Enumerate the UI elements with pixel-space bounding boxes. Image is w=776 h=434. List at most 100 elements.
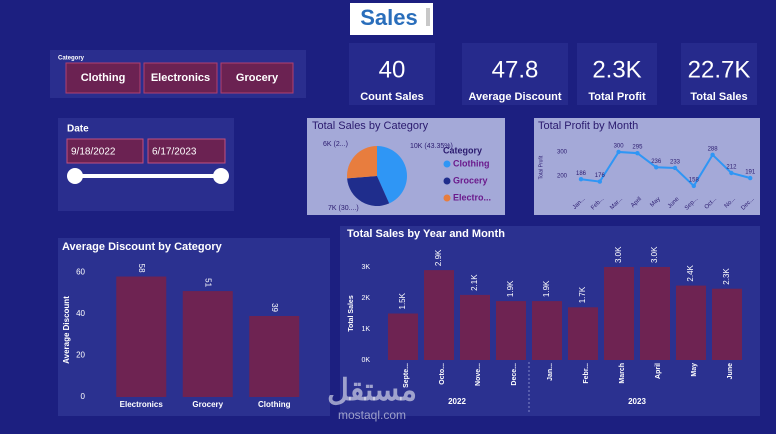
kpi-card: [577, 43, 657, 105]
chart-title: Total Profit by Month: [538, 120, 638, 132]
y-tick-label: 60: [76, 267, 85, 276]
y-tick-label: 0: [81, 392, 86, 401]
y-tick-label: 1K: [361, 326, 370, 333]
kpi-value: 47.8: [492, 56, 539, 83]
bar: [388, 313, 418, 360]
bar: [249, 316, 300, 397]
line-point: [578, 177, 584, 182]
y-tick-label: 40: [76, 309, 85, 318]
kpi-card: [349, 43, 435, 105]
date-end: 6/17/2023: [152, 147, 197, 158]
x-tick-label: Jan...: [547, 363, 554, 381]
x-tick-label: Septe...: [403, 363, 410, 388]
bar: [604, 267, 634, 360]
line-point: [748, 175, 753, 181]
line-point: [672, 165, 678, 171]
chart-title: Average Discount by Category: [62, 241, 223, 253]
line-point: [710, 152, 715, 158]
bar: [460, 294, 490, 360]
data-label: 51: [204, 278, 213, 287]
x-tick-label: Grocery: [192, 400, 223, 409]
date-slider-handle[interactable]: [213, 168, 229, 184]
line-point: [729, 170, 734, 176]
legend-marker: [443, 194, 451, 202]
legend-label: Grocery: [453, 175, 488, 185]
data-label: 3.0K: [650, 246, 659, 263]
data-label: 2.3K: [722, 268, 731, 285]
title-accent: [426, 8, 430, 26]
x-tick-label: Nove...: [475, 363, 482, 386]
y-tick-label: 0K: [361, 357, 370, 364]
line: [580, 150, 751, 188]
legend-label: Clothing: [453, 158, 490, 168]
y-tick-label: 3K: [361, 264, 370, 271]
title-box: [350, 3, 433, 35]
x-group-label: 2023: [628, 397, 646, 406]
kpi-label: Total Profit: [588, 91, 646, 103]
data-label: 6K (2...): [323, 141, 348, 148]
slicer-button[interactable]: [143, 62, 218, 94]
bar: [532, 301, 562, 360]
y-axis-title: Total Profit: [538, 155, 544, 179]
x-tick-label: Clothing: [258, 400, 291, 409]
slicer-label: Category: [58, 56, 85, 62]
slicer-option: Electronics: [151, 72, 210, 84]
bar: [676, 285, 706, 360]
date-slider-track: [75, 174, 221, 178]
x-tick-label: Electronics: [120, 400, 164, 409]
bar: [496, 301, 526, 360]
bar: [424, 270, 454, 360]
data-label: 39: [270, 303, 279, 312]
date-slider-handle[interactable]: [67, 168, 83, 184]
kpi-card: [462, 43, 568, 105]
kpi-label: Average Discount: [468, 91, 561, 103]
kpi-card: [681, 43, 757, 105]
y-tick-label: 2K: [361, 295, 370, 302]
data-label: 288: [708, 146, 719, 152]
title: Sales: [360, 5, 418, 30]
data-label: 3.0K: [614, 246, 623, 263]
slicer-button[interactable]: [65, 62, 141, 94]
chart-title: Total Sales by Category: [312, 120, 429, 132]
data-label: 2.1K: [470, 274, 479, 291]
pie-slice: [377, 146, 408, 204]
line-point: [616, 149, 621, 155]
data-label: 58: [137, 264, 146, 273]
data-label: 7K (30....): [328, 205, 359, 212]
slicer-button[interactable]: [220, 62, 294, 94]
y-tick-label: 20: [76, 351, 85, 360]
date-end-input[interactable]: [147, 138, 226, 164]
data-label: 236: [651, 159, 662, 165]
kpi-value: 2.3K: [592, 56, 641, 83]
data-label: 10K (43.35%): [410, 143, 453, 150]
data-label: 295: [632, 145, 643, 151]
x-tick-label: Dece...: [511, 363, 518, 386]
kpi-label: Total Sales: [690, 91, 747, 103]
kpi-value: 40: [379, 56, 406, 83]
slicer-option: Grocery: [236, 72, 279, 84]
x-tick-label: June: [727, 363, 734, 379]
legend-title: Category: [443, 145, 482, 155]
data-label: 300: [614, 144, 625, 150]
watermark: mostaql.com: [338, 408, 406, 422]
bar: [116, 276, 167, 397]
line-point: [635, 150, 640, 156]
x-tick-label: April: [655, 363, 662, 379]
bar: [182, 291, 233, 397]
bar: [712, 288, 742, 360]
kpi-label: Count Sales: [360, 91, 424, 103]
bar: [640, 267, 670, 360]
line-point: [691, 183, 696, 189]
data-label: 191: [745, 170, 756, 176]
y-tick-label: 200: [557, 173, 568, 179]
chart-title: Total Sales by Year and Month: [347, 228, 505, 240]
x-tick-label: Febr...: [583, 363, 590, 384]
data-label: 158: [689, 177, 700, 183]
pie-slice: [347, 146, 377, 179]
date-start-input[interactable]: [66, 138, 144, 164]
date-label: Date: [67, 124, 89, 135]
legend-marker: [443, 177, 451, 185]
data-label: 186: [576, 171, 587, 177]
legend-marker: [443, 160, 451, 168]
